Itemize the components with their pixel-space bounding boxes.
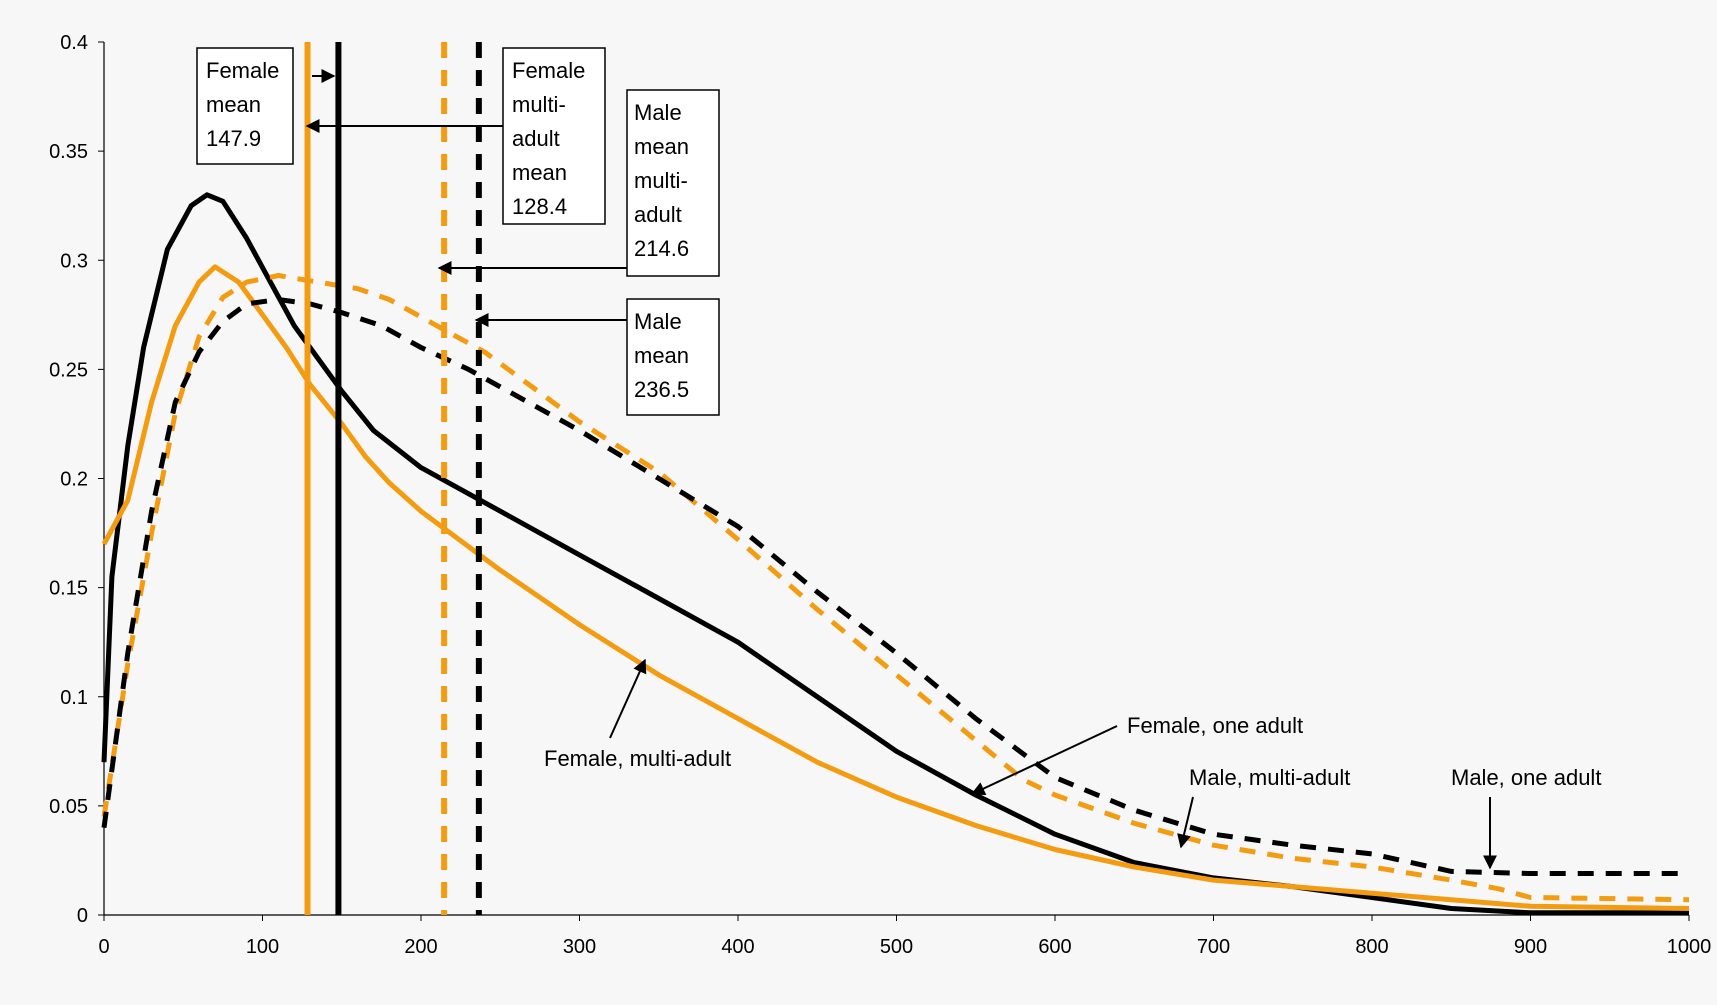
annotation-text: adult bbox=[512, 126, 560, 151]
annotation-text: Female, one adult bbox=[1127, 713, 1303, 738]
series-line-male-one-adult bbox=[101, 297, 1689, 876]
annotation-3: Male mean 236.5 bbox=[474, 298, 720, 416]
x-tick-label: 0 bbox=[98, 936, 109, 958]
annotation-text: Male, one adult bbox=[1451, 765, 1601, 790]
y-tick-label: 0.15 bbox=[49, 578, 88, 600]
x-tick-label: 600 bbox=[1038, 936, 1071, 958]
annotation-arrow bbox=[970, 725, 1118, 795]
x-tick-label: 200 bbox=[404, 936, 437, 958]
annotation-text: multi- bbox=[512, 92, 566, 117]
annotation-box bbox=[196, 47, 294, 165]
annotation-text: mean bbox=[634, 343, 689, 368]
annotation-text: Male bbox=[634, 309, 682, 334]
annotation-5: Female, multi-adult bbox=[544, 658, 731, 771]
annotation-text: Male, multi-adult bbox=[1189, 765, 1350, 790]
y-tick-label: 0 bbox=[77, 905, 88, 927]
annotation-arrow bbox=[609, 658, 647, 739]
y-tick-label: 0.4 bbox=[60, 32, 88, 54]
series-line-male-multi-adult bbox=[101, 273, 1690, 903]
annotation-text: multi- bbox=[634, 168, 688, 193]
annotation-text: 128.4 bbox=[512, 194, 567, 219]
annotation-7: Male, one adult bbox=[1451, 765, 1601, 870]
y-tick-label: 0.05 bbox=[49, 796, 88, 818]
annotation-text: Male bbox=[634, 100, 682, 125]
annotation-1: Female multi-adult mean 128.4 bbox=[305, 47, 606, 225]
annotation-4: Female, one adult bbox=[970, 713, 1303, 795]
annotation-box bbox=[502, 47, 606, 225]
annotation-text: adult bbox=[634, 202, 682, 227]
annotation-text: mean bbox=[634, 134, 689, 159]
x-tick-label: 100 bbox=[246, 936, 279, 958]
y-tick-label: 0.25 bbox=[49, 359, 88, 381]
y-tick-label: 0.35 bbox=[49, 141, 88, 163]
x-tick-label: 700 bbox=[1197, 936, 1230, 958]
annotation-text: 236.5 bbox=[634, 377, 689, 402]
annotation-arrow bbox=[1177, 796, 1194, 849]
annotation-text: 214.6 bbox=[634, 236, 689, 261]
annotation-text: Female bbox=[206, 58, 279, 83]
y-tick-label: 0.3 bbox=[60, 250, 88, 272]
y-tick-label: 0.1 bbox=[60, 687, 88, 709]
annotation-box bbox=[626, 89, 720, 277]
x-tick-label: 800 bbox=[1355, 936, 1388, 958]
x-tick-label: 900 bbox=[1514, 936, 1547, 958]
x-tick-label: 1000 bbox=[1667, 936, 1712, 958]
annotation-text: mean bbox=[206, 92, 261, 117]
annotation-text: Female bbox=[512, 58, 585, 83]
x-tick-label: 500 bbox=[880, 936, 913, 958]
series-line-female-multi-adult bbox=[101, 264, 1690, 911]
annotation-6: Male, multi-adult bbox=[1177, 765, 1350, 849]
annotation-2: Male mean multi-adult 214.6 bbox=[437, 89, 720, 277]
x-tick-label: 300 bbox=[563, 936, 596, 958]
annotation-box bbox=[626, 298, 720, 416]
x-tick-label: 400 bbox=[721, 936, 754, 958]
annotation-text: Female, multi-adult bbox=[544, 746, 731, 771]
annotation-0: Female mean 147.9 bbox=[196, 47, 336, 165]
y-tick-label: 0.2 bbox=[60, 469, 88, 491]
annotation-text: mean bbox=[512, 160, 567, 185]
annotation-text: 147.9 bbox=[206, 126, 261, 151]
series-line-female-one-adult bbox=[101, 192, 1689, 916]
